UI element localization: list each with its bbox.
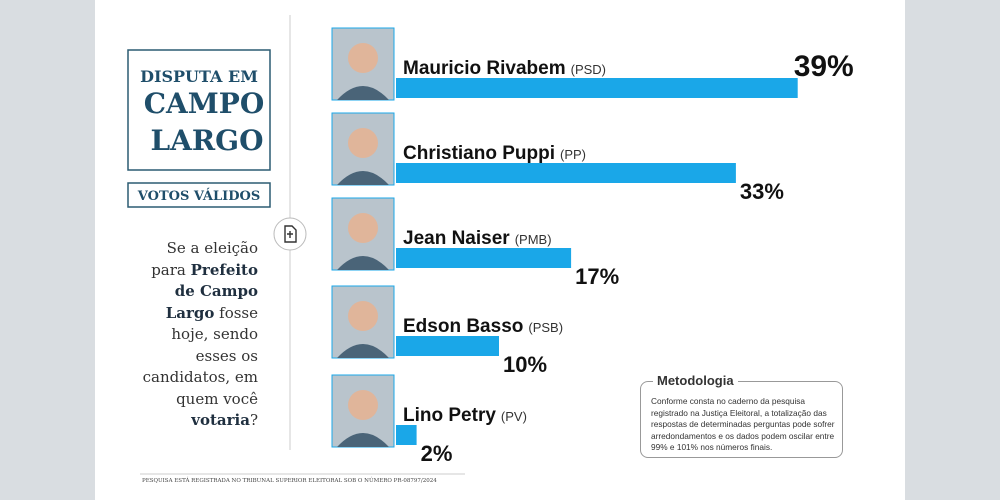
bar (396, 248, 572, 268)
photo-face (348, 390, 378, 420)
methodology-title: Metodologia (653, 373, 738, 388)
subtitle-box (127, 182, 271, 208)
title-box (127, 49, 271, 171)
candidate-name-text: Lino Petry (403, 405, 496, 426)
bar (396, 78, 798, 98)
candidate-name-text: Edson Basso (403, 316, 523, 337)
bar (396, 163, 736, 183)
bar (396, 336, 499, 356)
question-part: Prefeito de Campo Largo (165, 260, 258, 322)
methodology-text: Conforme consta no caderno da pesquisa r… (651, 396, 835, 452)
candidate-name: Lino Petry (PV) (403, 405, 527, 426)
party: (PP) (560, 147, 586, 162)
candidate-name: Edson Basso (PSB) (403, 316, 563, 337)
side-blur (0, 0, 95, 500)
photo-face (348, 301, 378, 331)
bar (396, 425, 417, 445)
question: Se a eleição para Prefeito de Campo Larg… (140, 238, 258, 432)
candidate-name-text: Jean Naiser (403, 228, 510, 249)
photo-face (348, 213, 378, 243)
title-line: DISPUTA EM (140, 67, 258, 86)
photo-body (337, 344, 389, 358)
candidate-name: Christiano Puppi (PP) (403, 143, 586, 164)
question-part: votaria (191, 411, 250, 429)
value-label: 10% (503, 352, 547, 377)
value-label: 2% (421, 441, 453, 466)
photo-face (348, 43, 378, 73)
photo-body (337, 86, 389, 100)
party: (PV) (501, 409, 527, 424)
question-part: ? (249, 411, 258, 429)
subtitle: VOTOS VÁLIDOS (137, 188, 260, 204)
candidate-name: Mauricio Rivabem (PSD) (403, 58, 606, 79)
photo-body (337, 171, 389, 185)
party: (PMB) (515, 232, 552, 247)
value-label: 33% (740, 179, 784, 204)
side-blur (905, 0, 1000, 500)
footer: PESQUISA ESTÁ REGISTRADA NO TRIBUNAL SUP… (142, 478, 437, 484)
methodology-box: Metodologia Conforme consta no caderno d… (640, 373, 843, 458)
value-label: 39% (794, 50, 854, 83)
party: (PSD) (571, 62, 606, 77)
photo-face (348, 128, 378, 158)
photo-body (337, 256, 389, 270)
party: (PSB) (528, 320, 563, 335)
photo-body (337, 433, 389, 447)
candidate-name-text: Mauricio Rivabem (403, 58, 566, 79)
title-line: CAMPO (144, 87, 264, 120)
question-part: fosse hoje, sendo esses os candidatos, e… (142, 303, 258, 408)
candidate-name-text: Christiano Puppi (403, 143, 555, 164)
value-label: 17% (575, 264, 619, 289)
title-line: LARGO (151, 124, 264, 157)
candidate-name: Jean Naiser (PMB) (403, 228, 552, 249)
share-glyph (284, 225, 297, 243)
question-part: Se a eleição para (151, 239, 258, 279)
